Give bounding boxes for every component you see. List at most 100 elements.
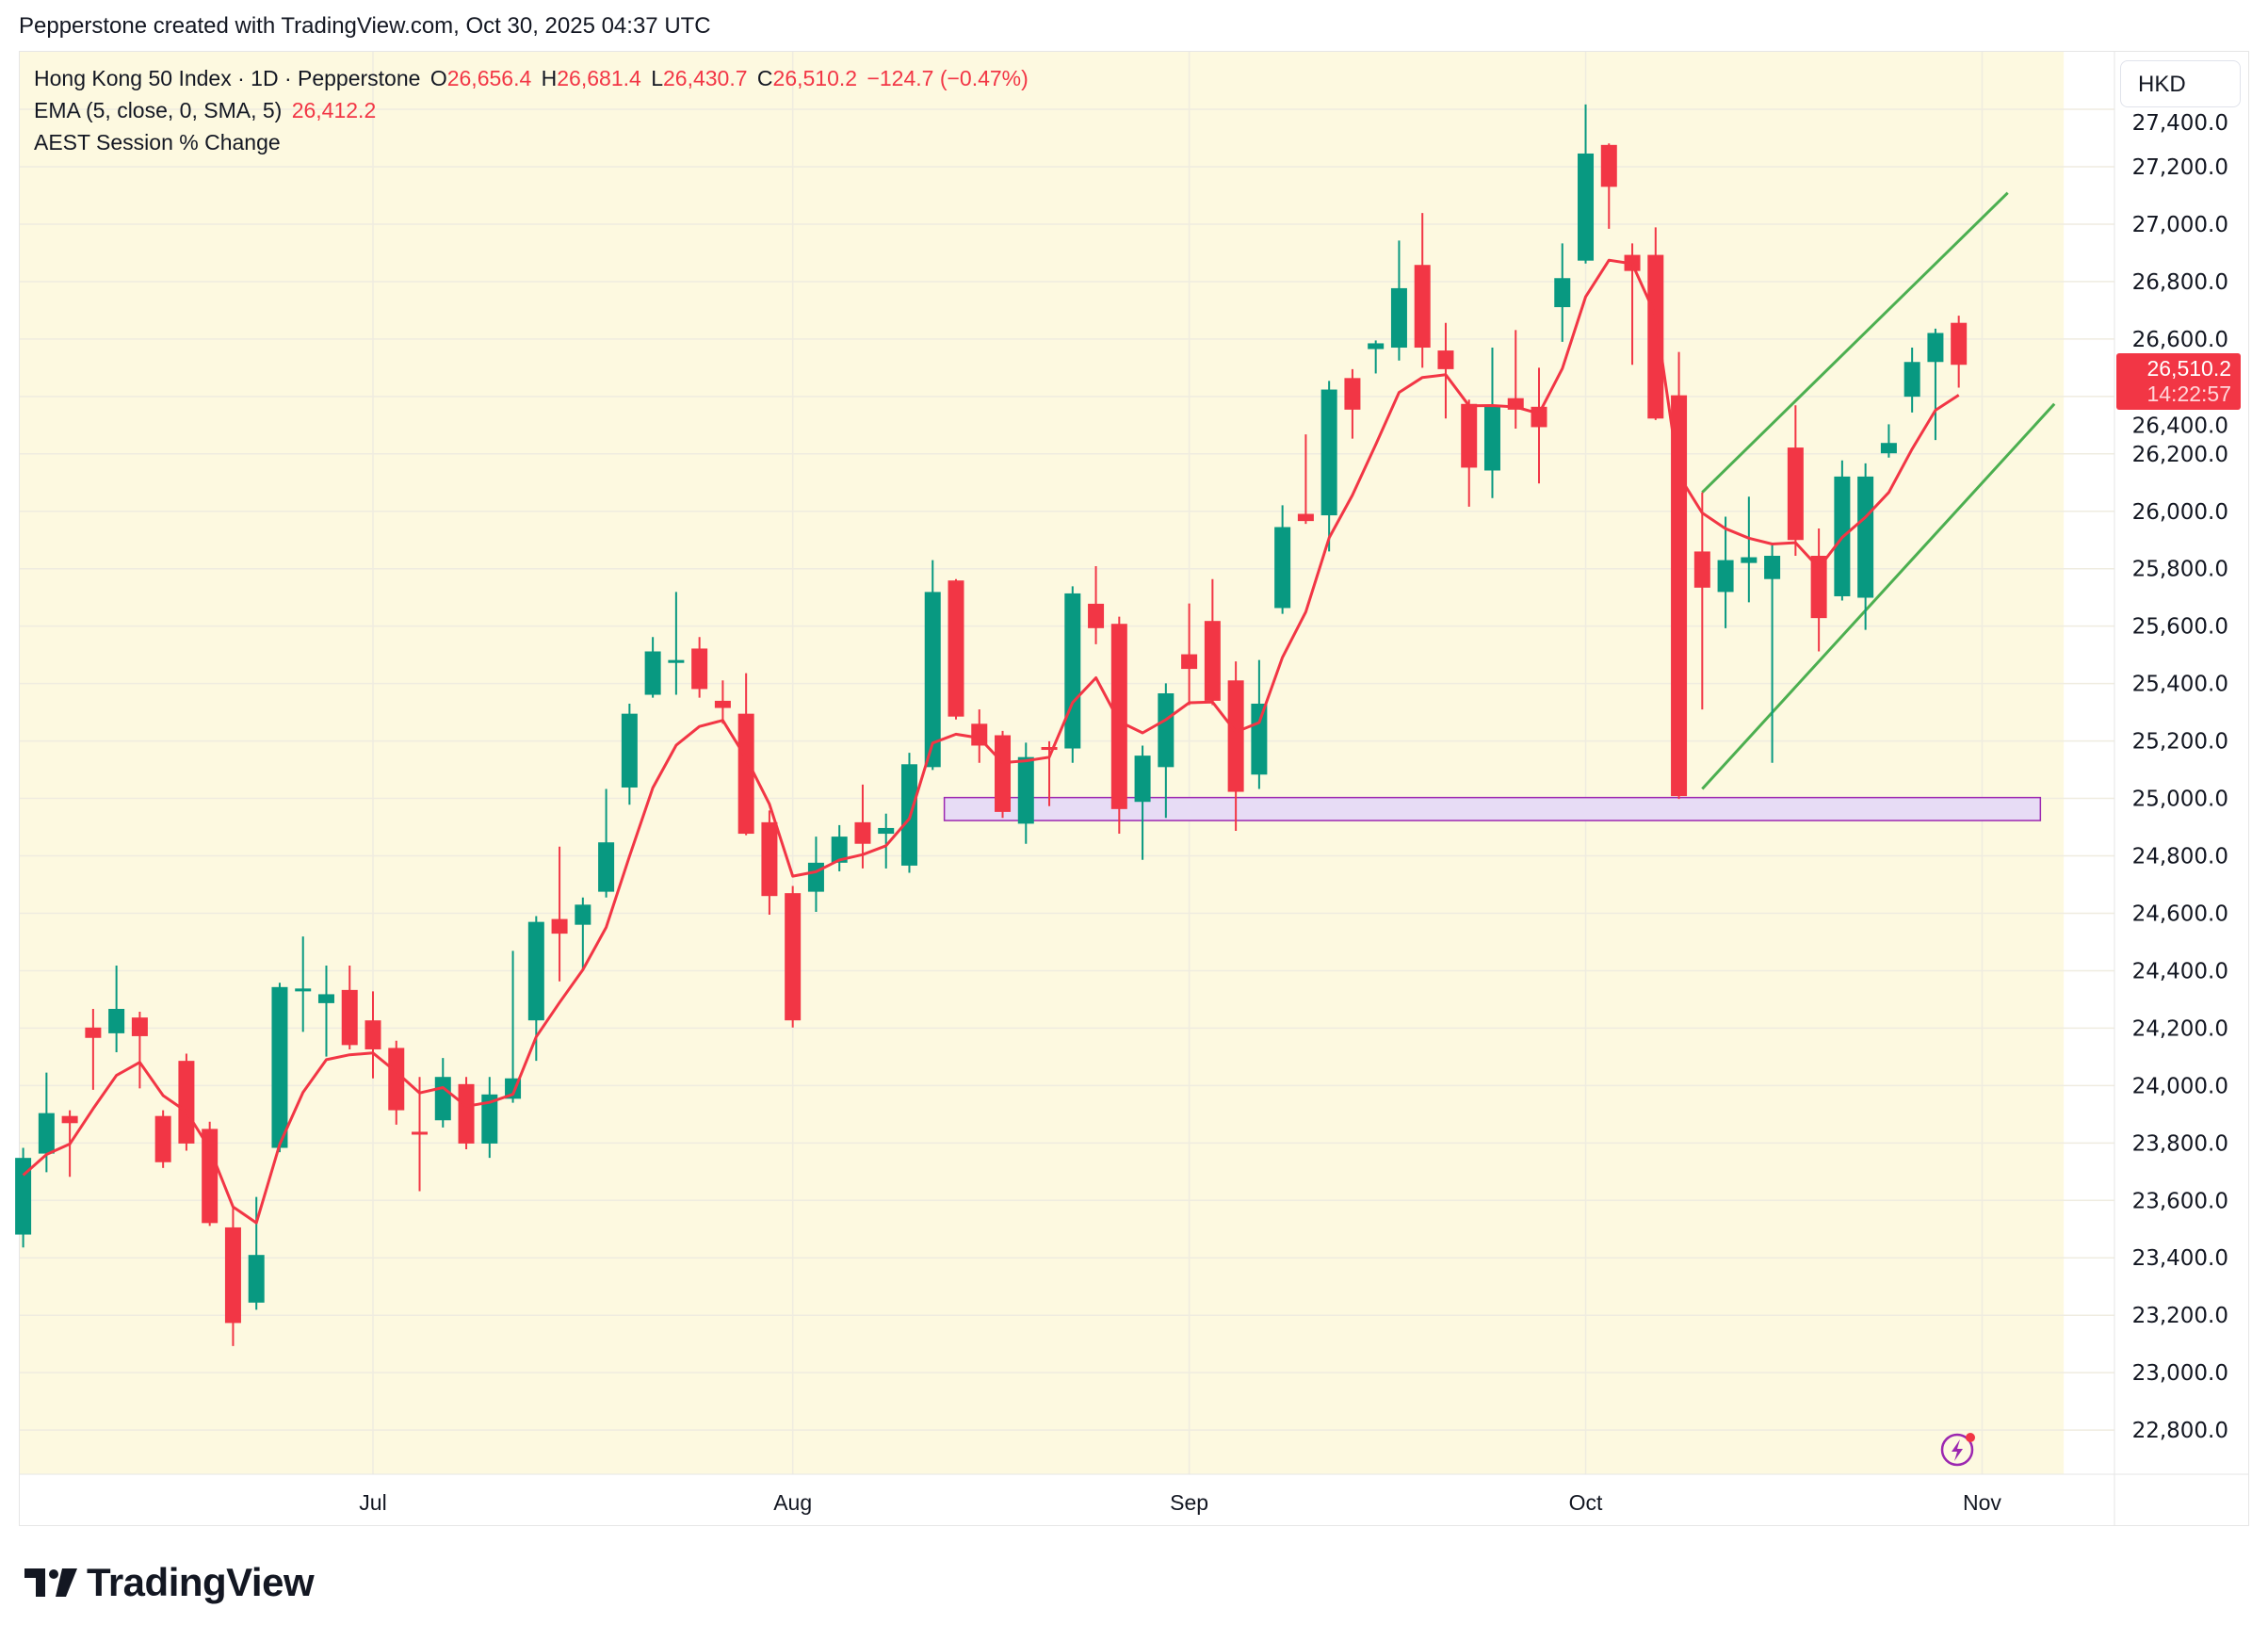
candle-up [15, 1158, 32, 1235]
candle-up [1764, 556, 1781, 579]
candle-down [61, 1115, 78, 1124]
candle-up [598, 842, 615, 892]
y-tick-label: 25,200.0 [2132, 730, 2228, 755]
candle-up [1320, 389, 1337, 516]
x-tick-label: Oct [1569, 1490, 1603, 1515]
y-tick-label: 22,800.0 [2132, 1419, 2228, 1443]
candle-up [1927, 333, 1944, 363]
y-tick-label: 25,800.0 [2132, 558, 2228, 582]
y-tick-label: 25,400.0 [2132, 673, 2228, 697]
candle-down [1461, 403, 1478, 468]
candle-down [85, 1027, 102, 1038]
candle-down [1531, 406, 1547, 428]
y-tick-label: 24,800.0 [2132, 845, 2228, 869]
candle-down [1787, 447, 1804, 541]
y-tick-label: 24,600.0 [2132, 902, 2228, 926]
candle-down [224, 1227, 241, 1324]
last-price-value: 26,510.2 [2146, 356, 2231, 382]
ema-value: 26,412.2 [291, 98, 377, 122]
candle-up [924, 592, 941, 768]
last-price-tag: 26,510.2 14:22:57 [2116, 353, 2241, 411]
high-value: 26,681.4 [557, 66, 641, 90]
candle-up [1368, 343, 1385, 349]
candle-up [434, 1077, 451, 1121]
session-label[interactable]: AEST Session % Change [34, 130, 281, 154]
close-label: C [756, 66, 773, 90]
candle-up [1158, 693, 1174, 768]
lightning-icon[interactable] [1940, 1433, 1975, 1467]
currency-button[interactable]: HKD [2120, 60, 2241, 107]
x-tick-label: Aug [773, 1490, 812, 1515]
candle-up [1134, 756, 1151, 803]
y-tick-label: 26,000.0 [2132, 500, 2228, 525]
candle-down [1204, 621, 1221, 701]
candle-up [38, 1113, 55, 1154]
candle-down [785, 893, 802, 1021]
brand-name: TradingView [87, 1560, 315, 1604]
x-tick-label: Nov [1963, 1490, 2001, 1515]
candle-down [737, 713, 754, 835]
attribution-text: Pepperstone created with TradingView.com… [19, 13, 711, 39]
y-tick-label: 24,200.0 [2132, 1016, 2228, 1041]
candle-up [668, 659, 685, 663]
candle-up [295, 988, 312, 992]
candle-up [1857, 476, 1874, 598]
candle-down [691, 648, 708, 690]
symbol-legend: Hong Kong 50 Index · 1D · Pepperstone O 2… [34, 66, 1032, 91]
candle-up [1064, 593, 1081, 749]
x-tick-label: Sep [1170, 1490, 1208, 1515]
candle-down [1600, 144, 1617, 187]
candle-up [1554, 278, 1571, 308]
candle-up [1880, 443, 1897, 454]
candle-down [1951, 322, 1968, 366]
y-tick-label: 25,600.0 [2132, 615, 2228, 640]
open-label: O [429, 66, 447, 90]
y-tick-label: 23,800.0 [2132, 1131, 2228, 1156]
candle-down [948, 580, 964, 717]
candle-up [248, 1255, 265, 1303]
y-tick-label: 23,000.0 [2132, 1361, 2228, 1386]
candle-up [807, 862, 824, 892]
y-tick-label: 27,200.0 [2132, 155, 2228, 180]
candle-down [458, 1083, 475, 1144]
candle-up [1904, 362, 1920, 398]
channel-line-upper [1701, 191, 2009, 494]
change-value: −124.7 (−0.47%) [867, 66, 1029, 90]
candle-up [1251, 703, 1268, 775]
y-tick-label: 23,400.0 [2132, 1246, 2228, 1271]
candle-up [527, 921, 544, 1021]
candle-down [995, 735, 1012, 812]
y-tick-label: 27,400.0 [2132, 111, 2228, 136]
candle-down [714, 700, 731, 708]
candle-up [575, 904, 591, 925]
candle-down [1344, 378, 1361, 410]
candle-down [1437, 350, 1454, 369]
symbol-name[interactable]: Hong Kong 50 Index · 1D · Pepperstone [34, 66, 421, 90]
candle-down [761, 821, 778, 897]
low-label: L [651, 66, 663, 90]
candle-up [644, 651, 661, 695]
y-tick-label: 26,200.0 [2132, 443, 2228, 467]
candle-down [131, 1017, 148, 1036]
close-value: 26,510.2 [772, 66, 858, 90]
candle-down [551, 918, 568, 934]
candle-up [621, 713, 638, 788]
y-tick-label: 24,400.0 [2132, 959, 2228, 983]
chart-frame [19, 51, 2249, 1526]
tradingview-logo[interactable]: TradingView [24, 1560, 315, 1605]
candle-down [1647, 254, 1664, 419]
candle-down [1227, 680, 1244, 792]
y-tick-label: 25,000.0 [2132, 788, 2228, 812]
y-tick-label: 26,400.0 [2132, 414, 2228, 438]
candle-down [1693, 551, 1710, 588]
candle-up [1741, 557, 1758, 563]
candle-down [1110, 624, 1127, 809]
candle-down [1181, 654, 1198, 670]
candle-up [878, 827, 895, 835]
ema-label[interactable]: EMA (5, close, 0, SMA, 5) [34, 98, 283, 122]
candle-down [341, 989, 358, 1046]
ema-line [22, 258, 1960, 1225]
candle-up [317, 994, 334, 1003]
y-tick-label: 26,600.0 [2132, 328, 2228, 352]
